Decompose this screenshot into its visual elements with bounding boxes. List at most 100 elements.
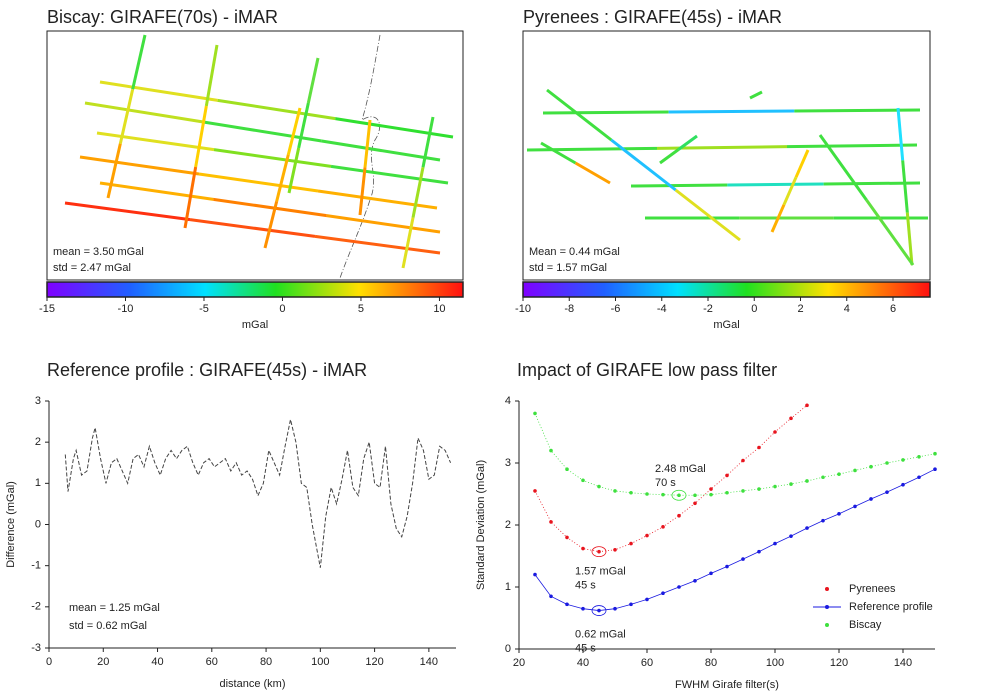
data-point — [613, 489, 617, 493]
track — [96, 131, 215, 152]
data-point — [773, 430, 777, 434]
track — [321, 139, 441, 162]
data-point — [757, 445, 761, 450]
track — [286, 107, 302, 156]
colorbar-label: mGal — [713, 319, 739, 331]
legend-marker — [825, 605, 829, 609]
data-point — [581, 478, 585, 483]
data-point — [709, 487, 713, 491]
track — [668, 109, 795, 114]
data-point — [837, 472, 841, 476]
data-point — [805, 479, 809, 483]
data-point — [549, 594, 553, 599]
data-point — [581, 606, 585, 611]
data-point — [885, 490, 889, 494]
data-point — [677, 513, 681, 518]
colorbar-tick-label: -8 — [564, 303, 574, 315]
track — [194, 105, 208, 168]
y-axis-label: Difference (mGal) — [5, 481, 17, 568]
data-point — [917, 455, 921, 459]
data-point — [725, 473, 729, 478]
y-tick-label: 2 — [505, 519, 511, 531]
data-point — [661, 525, 665, 529]
track — [674, 188, 741, 242]
stat-label: std = 0.62 mGal — [69, 620, 147, 632]
y-tick-label: -3 — [31, 642, 41, 654]
y-tick-label: 0 — [35, 518, 41, 530]
data-point — [645, 533, 649, 538]
track — [727, 182, 824, 187]
colorbar-tick-label: -6 — [611, 303, 621, 315]
legend-label: Pyrenees — [849, 583, 896, 595]
colorbar — [522, 281, 931, 298]
x-tick-label: 40 — [151, 656, 163, 668]
stat-label: Mean = 0.44 mGal — [529, 246, 620, 258]
series-line — [534, 413, 936, 496]
track — [84, 101, 204, 124]
data-point — [725, 490, 729, 495]
legend-marker — [825, 623, 829, 627]
data-point — [565, 535, 569, 540]
annotation: 0.62 mGal — [575, 628, 626, 640]
annotation: 45 s — [575, 580, 596, 592]
data-point — [933, 467, 937, 472]
data-point — [629, 490, 633, 495]
data-point — [757, 549, 761, 554]
track — [546, 88, 613, 142]
data-point — [885, 461, 889, 465]
data-point — [821, 518, 825, 523]
y-tick-label: 3 — [505, 457, 511, 469]
min-marker — [671, 489, 687, 501]
legend-label: Reference profile — [849, 601, 933, 613]
y-tick-label: -2 — [31, 601, 41, 613]
data-point — [901, 482, 905, 487]
colorbar-tick-label: -2 — [703, 303, 713, 315]
data-point — [533, 572, 537, 577]
x-tick-label: 80 — [260, 656, 272, 668]
colorbar-tick-label: -10 — [118, 303, 134, 315]
track — [363, 119, 372, 168]
track — [542, 110, 669, 115]
data-point — [629, 602, 633, 607]
track — [794, 149, 810, 178]
data-point — [645, 597, 649, 602]
annotation: 1.57 mGal — [575, 566, 626, 578]
data-point — [661, 591, 665, 595]
data-point — [741, 458, 745, 463]
legend-marker — [825, 587, 829, 591]
track — [314, 234, 441, 255]
coastline — [339, 34, 381, 279]
data-point — [597, 549, 601, 554]
track — [326, 214, 441, 234]
y-tick-label: 3 — [35, 395, 41, 407]
track — [99, 80, 218, 102]
track — [118, 89, 135, 144]
colorbar-label: mGal — [242, 319, 268, 331]
track — [540, 141, 577, 165]
annotation: 2.48 mGal — [655, 463, 706, 475]
data-point — [789, 534, 793, 538]
data-point — [693, 501, 697, 506]
data-point — [805, 526, 809, 530]
colorbar-tick-label: 5 — [358, 303, 364, 315]
colorbar — [46, 281, 464, 298]
colorbar-tick-label: -10 — [515, 303, 531, 315]
x-tick-label: 140 — [420, 656, 438, 668]
track — [749, 90, 763, 100]
track — [782, 176, 798, 206]
data-point — [549, 520, 553, 524]
track — [770, 204, 786, 233]
track — [335, 117, 454, 139]
colorbar-tick-label: 0 — [751, 303, 757, 315]
track — [901, 160, 909, 213]
data-point — [677, 585, 681, 589]
track — [659, 148, 680, 165]
y-tick-label: 4 — [505, 395, 511, 407]
data-point — [741, 489, 745, 493]
track — [204, 44, 219, 107]
colorbar-tick-label: 4 — [844, 303, 850, 315]
data-point — [549, 448, 553, 453]
y-axis-label: Standard Deviation (mGal) — [475, 460, 487, 590]
data-point — [789, 482, 793, 486]
track — [865, 199, 915, 266]
